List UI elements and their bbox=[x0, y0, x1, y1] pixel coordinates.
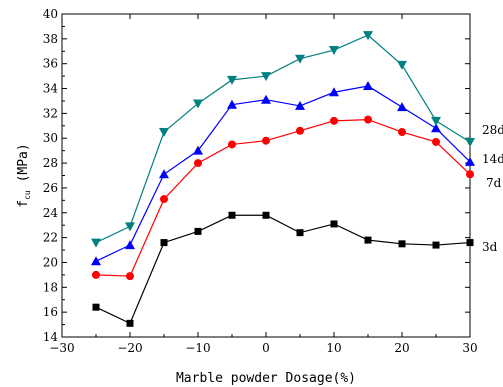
data-point-3d bbox=[228, 211, 236, 219]
data-point-7d bbox=[160, 195, 168, 204]
data-point-7d bbox=[194, 159, 202, 168]
data-point-3d bbox=[126, 319, 134, 327]
data-point-28d bbox=[125, 222, 135, 232]
data-point-3d bbox=[92, 303, 100, 311]
data-point-14d bbox=[431, 123, 441, 133]
data-point-28d bbox=[159, 128, 169, 138]
x-tick-label: −10 bbox=[185, 341, 210, 355]
data-point-7d bbox=[92, 270, 100, 279]
data-point-3d bbox=[364, 236, 372, 244]
y-tick-label: 38 bbox=[43, 32, 58, 46]
data-point-7d bbox=[364, 115, 372, 124]
data-point-28d bbox=[261, 72, 271, 82]
y-tick-label: 24 bbox=[43, 206, 59, 220]
chart-series bbox=[91, 31, 475, 327]
series-line-7d bbox=[95, 118, 471, 277]
data-point-3d bbox=[160, 239, 168, 247]
data-point-28d bbox=[431, 116, 441, 126]
data-point-14d bbox=[91, 256, 101, 266]
series-label-28d: 28d bbox=[482, 123, 503, 137]
series-line-3d bbox=[95, 214, 471, 325]
x-tick-label: −20 bbox=[117, 341, 142, 355]
x-tick-label: 20 bbox=[394, 341, 409, 355]
plot-frame bbox=[61, 13, 471, 338]
data-point-7d bbox=[330, 116, 338, 125]
data-point-28d bbox=[91, 238, 101, 248]
data-point-14d bbox=[397, 102, 407, 112]
data-point-14d bbox=[159, 169, 169, 179]
y-tick-label: 18 bbox=[43, 280, 58, 294]
data-point-7d bbox=[466, 170, 474, 179]
chart-labels: 3d 7d 14d 28d bbox=[482, 123, 503, 254]
data-point-28d bbox=[329, 46, 339, 56]
y-tick-label: 16 bbox=[43, 305, 58, 319]
y-tick-label: 14 bbox=[43, 330, 59, 344]
x-tick-label: 30 bbox=[462, 341, 477, 355]
data-point-14d bbox=[295, 100, 305, 110]
data-point-14d bbox=[465, 156, 475, 166]
data-point-7d bbox=[262, 136, 270, 145]
y-tick-label: 30 bbox=[43, 131, 58, 145]
data-point-7d bbox=[398, 128, 406, 137]
data-point-3d bbox=[296, 229, 304, 237]
data-point-14d bbox=[227, 99, 237, 109]
data-point-7d bbox=[126, 272, 134, 281]
y-tick-label: 36 bbox=[43, 57, 58, 71]
y-axis-title: fcu (MPa) bbox=[16, 143, 32, 207]
data-point-14d bbox=[193, 145, 203, 155]
data-point-3d bbox=[466, 239, 474, 247]
x-tick-label: 0 bbox=[262, 341, 270, 355]
data-point-28d bbox=[363, 31, 373, 41]
y-tick-label: 40 bbox=[43, 7, 58, 21]
series-label-14d: 14d bbox=[482, 152, 503, 166]
data-point-7d bbox=[432, 137, 440, 146]
data-point-3d bbox=[330, 220, 338, 228]
series-line-28d bbox=[95, 34, 471, 244]
y-tick-label: 22 bbox=[43, 231, 58, 245]
y-tick-label: 28 bbox=[43, 156, 58, 170]
data-point-28d bbox=[193, 99, 203, 109]
data-point-7d bbox=[296, 126, 304, 135]
data-point-3d bbox=[262, 211, 270, 219]
data-point-14d bbox=[329, 87, 339, 97]
series-label-3d: 3d bbox=[482, 240, 498, 254]
y-tick-label: 26 bbox=[43, 181, 58, 195]
x-tick-label: −30 bbox=[49, 341, 74, 355]
data-point-28d bbox=[227, 75, 237, 85]
y-tick-label: 20 bbox=[43, 255, 58, 269]
data-point-14d bbox=[261, 94, 271, 104]
data-point-3d bbox=[398, 240, 406, 248]
data-point-7d bbox=[228, 140, 236, 149]
data-point-3d bbox=[194, 227, 202, 235]
series-line-14d bbox=[95, 85, 471, 262]
data-point-28d bbox=[295, 54, 305, 64]
y-tick-label: 34 bbox=[43, 82, 59, 96]
data-point-28d bbox=[397, 60, 407, 70]
x-axis-title: Marble powder Dosage(%) bbox=[176, 371, 356, 386]
y-tick-label: 32 bbox=[43, 106, 58, 120]
data-point-14d bbox=[363, 81, 373, 91]
chart-axes: −30 −20 −10 0 10 20 30 14 16 18 20 22 24 26 28 30 32 34 36… bbox=[16, 7, 478, 386]
data-point-28d bbox=[465, 137, 475, 147]
x-tick-label: 10 bbox=[326, 341, 341, 355]
data-point-3d bbox=[432, 241, 440, 249]
data-point-14d bbox=[125, 240, 135, 250]
series-label-7d: 7d bbox=[486, 176, 502, 190]
